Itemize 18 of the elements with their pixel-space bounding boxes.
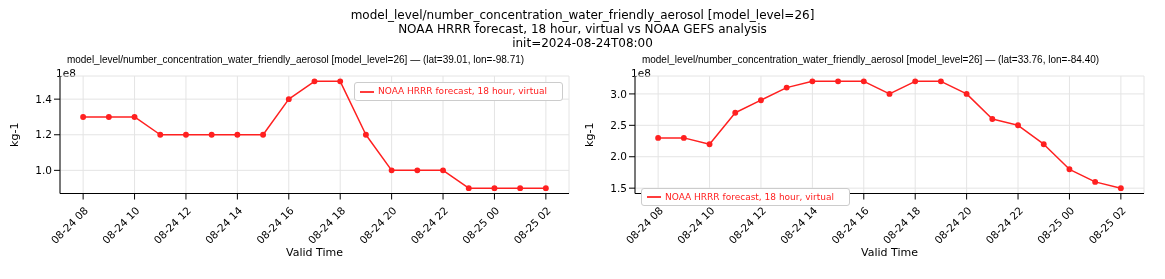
y-tick-label: 3.0 — [610, 87, 627, 100]
y-axis-title: kg-1 — [582, 122, 596, 147]
annotation: 1e8 — [631, 67, 651, 79]
y-tick-label: 1.2 — [35, 128, 52, 141]
chart-title: model_level/number_concentration_water_friendly_aerosol [model_level=26] — (lat=39.01, lon=-98.71) — [65, 54, 526, 67]
y-tick-label: 2.5 — [610, 119, 627, 132]
y-axis-title: kg-1 — [7, 122, 21, 147]
y-tick-label: 1.4 — [35, 92, 53, 105]
y-tick-label: 1.0 — [35, 164, 52, 177]
chart-title: model_level/number_concentration_water_friendly_aerosol [model_level=26] — (lat=33.76, lon=-84.40) — [640, 54, 1101, 67]
x-axis-title: Valid Time — [286, 245, 344, 259]
y-tick-label: 1.5 — [610, 181, 627, 194]
legend-label: NOAA HRRR forecast, 18 hour, virtual — [665, 191, 835, 202]
x-axis-title: Valid Time — [861, 245, 919, 259]
legend-label: NOAA HRRR forecast, 18 hour, virtual — [377, 86, 547, 96]
y-tick-label: 2.0 — [610, 150, 627, 163]
annotation: 1e8 — [56, 67, 76, 79]
text: model_level/number_concentration_water_friendly_aerosol [model_level=26] NOAA HRRR forecast, 18 hour, virtual vs NOAA GEFS analysis init=2024-08-24T08:00 — [349, 8, 816, 50]
